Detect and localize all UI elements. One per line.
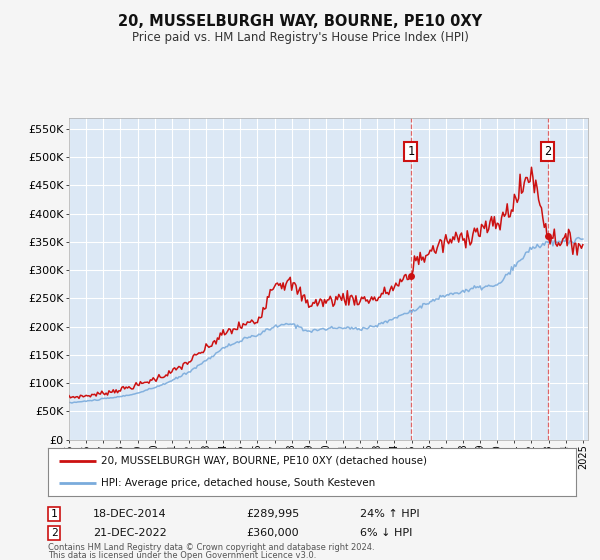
Text: 2: 2 [544,145,551,158]
Text: Contains HM Land Registry data © Crown copyright and database right 2024.: Contains HM Land Registry data © Crown c… [48,543,374,552]
Text: 20, MUSSELBURGH WAY, BOURNE, PE10 0XY (detached house): 20, MUSSELBURGH WAY, BOURNE, PE10 0XY (d… [101,456,427,466]
Text: 18-DEC-2014: 18-DEC-2014 [93,509,167,519]
Text: 20, MUSSELBURGH WAY, BOURNE, PE10 0XY: 20, MUSSELBURGH WAY, BOURNE, PE10 0XY [118,14,482,29]
Text: HPI: Average price, detached house, South Kesteven: HPI: Average price, detached house, Sout… [101,478,375,488]
Text: 24% ↑ HPI: 24% ↑ HPI [360,509,419,519]
Text: 1: 1 [407,145,415,158]
Text: 21-DEC-2022: 21-DEC-2022 [93,528,167,538]
Text: 1: 1 [50,509,58,519]
Text: 2: 2 [50,528,58,538]
Text: £360,000: £360,000 [246,528,299,538]
Text: Price paid vs. HM Land Registry's House Price Index (HPI): Price paid vs. HM Land Registry's House … [131,31,469,44]
Text: £289,995: £289,995 [246,509,299,519]
Text: 6% ↓ HPI: 6% ↓ HPI [360,528,412,538]
Text: This data is licensed under the Open Government Licence v3.0.: This data is licensed under the Open Gov… [48,551,316,560]
